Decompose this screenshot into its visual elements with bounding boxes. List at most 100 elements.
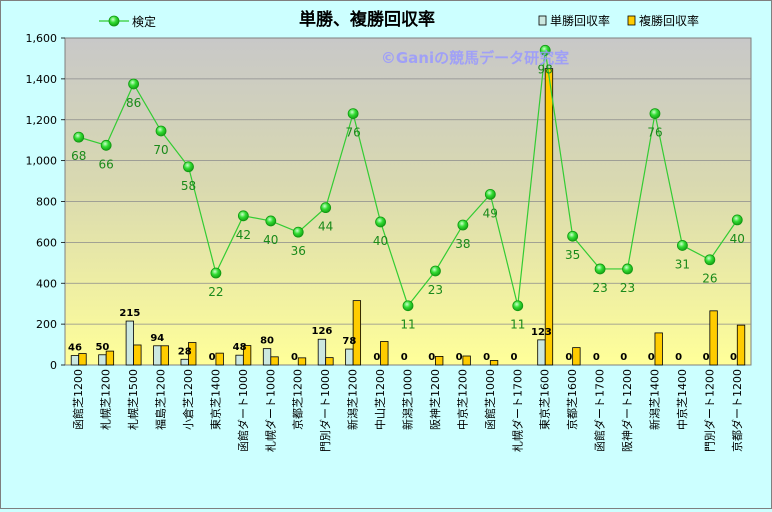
x-tick-label: 函館芝1000 bbox=[483, 369, 497, 430]
x-tick-label: 函館ダート1700 bbox=[593, 369, 607, 452]
line-value-label: 68 bbox=[71, 149, 86, 163]
x-tick-label: 京都ダート1200 bbox=[730, 369, 744, 452]
win-value-label: 0 bbox=[620, 352, 627, 363]
bars bbox=[70, 68, 746, 366]
x-axis-ticks: 函館芝1200 札幌芝1200 札幌芝1500 福島芝1200 小倉芝1200 東京芝14… bbox=[71, 369, 744, 452]
y-tick-label: 0 bbox=[50, 359, 57, 372]
line-layer bbox=[73, 44, 743, 312]
line-value-label: 36 bbox=[291, 244, 306, 258]
line-point bbox=[457, 219, 469, 231]
bar-place bbox=[572, 347, 581, 366]
win-value-label: 0 bbox=[428, 352, 435, 363]
line-point bbox=[265, 215, 277, 227]
line-value-label: 86 bbox=[126, 96, 141, 110]
x-tick-label: 新潟芝1000 bbox=[401, 369, 415, 430]
line-point bbox=[237, 210, 249, 222]
y-tick-label: 1,000 bbox=[26, 155, 58, 168]
line-point bbox=[512, 300, 524, 312]
line-value-label: 40 bbox=[263, 233, 278, 247]
bar-win bbox=[317, 338, 327, 366]
line-value-label: 11 bbox=[510, 318, 525, 332]
x-tick-label: 中京芝1400 bbox=[675, 369, 689, 430]
line-point bbox=[73, 131, 85, 143]
bar-win bbox=[153, 345, 162, 366]
win-value-label: 48 bbox=[233, 342, 247, 353]
legend-line-label: 検定 bbox=[132, 14, 156, 29]
bar-place bbox=[215, 352, 224, 366]
gridlines bbox=[65, 78, 751, 325]
win-value-label: 78 bbox=[342, 336, 356, 347]
legend-win-swatch bbox=[538, 15, 547, 26]
y-axis-ticks: 0 200 400 600 800 1,000 1,200 1,400 1,600 bbox=[26, 32, 65, 372]
win-value-label: 0 bbox=[703, 352, 710, 363]
line-point bbox=[622, 263, 633, 275]
win-value-label: 0 bbox=[209, 352, 216, 363]
win-value-label: 0 bbox=[373, 352, 380, 363]
line-value-label: 44 bbox=[318, 220, 333, 234]
legend-win-label: 単勝回収率 bbox=[550, 13, 610, 28]
win-value-label: 0 bbox=[648, 352, 655, 363]
bar-win bbox=[235, 354, 244, 366]
bar-win bbox=[345, 348, 354, 366]
bar-win bbox=[70, 355, 80, 366]
win-value-label: 94 bbox=[150, 333, 164, 344]
x-tick-label: 阪神ダート1200 bbox=[620, 369, 634, 452]
legend-place-swatch bbox=[627, 15, 636, 26]
line-value-label: 31 bbox=[675, 257, 690, 271]
x-tick-label: 阪神芝1200 bbox=[428, 369, 442, 430]
x-tick-label: 門別ダート1000 bbox=[318, 369, 332, 452]
y-tick-label: 1,400 bbox=[26, 73, 58, 86]
x-tick-label: 函館芝1200 bbox=[71, 369, 85, 430]
line-value-label: 76 bbox=[345, 126, 360, 140]
bar-place bbox=[462, 355, 471, 366]
x-tick-label: 札幌ダート1000 bbox=[263, 369, 277, 452]
win-value-label: 0 bbox=[483, 352, 490, 363]
bar-place bbox=[654, 332, 663, 366]
line-value-label: 22 bbox=[208, 285, 223, 299]
x-tick-label: 新潟芝1200 bbox=[346, 369, 360, 430]
bar-place bbox=[489, 360, 499, 366]
win-value-label: 123 bbox=[531, 327, 552, 338]
line-point bbox=[128, 78, 140, 90]
line-value-label: 11 bbox=[400, 318, 415, 332]
x-tick-label: 福島芝1200 bbox=[154, 369, 168, 430]
line-value-label: 70 bbox=[153, 143, 168, 157]
bar-place bbox=[270, 356, 279, 366]
win-value-label: 0 bbox=[401, 352, 408, 363]
bar-place bbox=[160, 345, 169, 366]
y-tick-label: 600 bbox=[36, 236, 57, 249]
x-tick-label: 東京芝1400 bbox=[208, 369, 222, 430]
bar-win bbox=[180, 358, 189, 366]
y-tick-label: 1,600 bbox=[26, 32, 58, 45]
bar-place bbox=[325, 357, 334, 366]
line-point bbox=[210, 267, 222, 279]
x-tick-label: 札幌ダート1700 bbox=[510, 369, 524, 452]
x-tick-label: 小倉芝1200 bbox=[181, 369, 195, 430]
line-point bbox=[292, 226, 304, 238]
chart-title: 単勝、複勝回収率 bbox=[299, 9, 435, 30]
line-value-label: 42 bbox=[236, 228, 251, 242]
line-point bbox=[704, 254, 716, 266]
line-value-label: 23 bbox=[428, 283, 443, 297]
watermark: ©Ganiの競馬データ研究室 bbox=[381, 49, 569, 67]
win-value-label: 0 bbox=[593, 352, 600, 363]
line-point bbox=[402, 300, 414, 312]
win-value-label: 215 bbox=[119, 308, 140, 319]
win-value-label: 28 bbox=[178, 346, 192, 357]
line-point bbox=[539, 44, 551, 56]
legend-place-label: 複勝回収率 bbox=[639, 13, 699, 28]
x-tick-label: 函館ダート1000 bbox=[236, 369, 250, 452]
x-tick-label: 東京芝1600 bbox=[538, 369, 552, 430]
win-value-label: 80 bbox=[260, 336, 274, 347]
win-value-label: 0 bbox=[565, 352, 572, 363]
bar-place bbox=[544, 68, 554, 366]
line-value-label: 98 bbox=[538, 62, 553, 76]
line-point bbox=[484, 188, 496, 200]
legend-item-win: 単勝回収率 bbox=[538, 13, 610, 28]
bar-win bbox=[537, 339, 546, 366]
bar-place bbox=[435, 356, 444, 366]
data-labels: 46 50 215 94 28 0 48 80 0 126 78 0 0 0 0 0 0 123 0 0 0 0 0 0 0 68… bbox=[68, 62, 745, 363]
y-tick-label: 800 bbox=[36, 196, 57, 209]
